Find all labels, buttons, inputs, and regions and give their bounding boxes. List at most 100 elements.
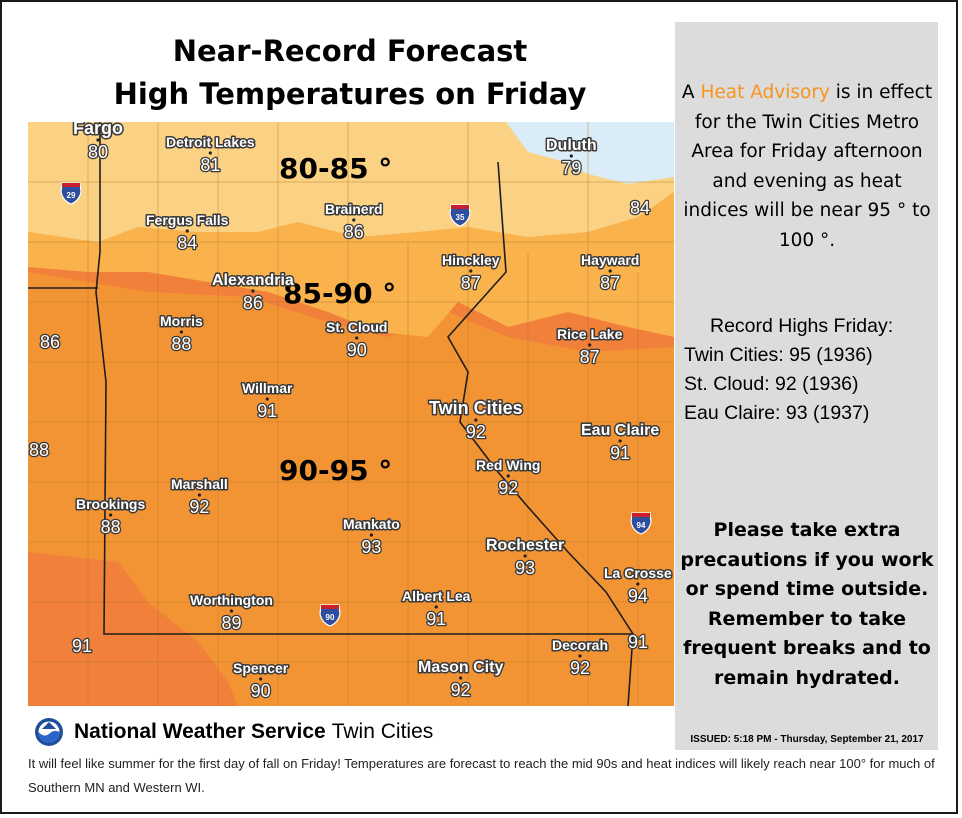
- city-temp: 89: [221, 613, 241, 633]
- city-marker: Mankato 93: [342, 515, 402, 559]
- city-name: Spencer: [233, 660, 289, 676]
- nws-office: Twin Cities: [331, 720, 434, 743]
- city-name: Rice Lake: [557, 326, 623, 342]
- city-temp: 81: [200, 155, 220, 175]
- zone-label-85-90: 85-90 °: [283, 277, 396, 310]
- precaution-line: Remember to take: [707, 607, 907, 630]
- city-temp: 92: [189, 497, 209, 517]
- precaution-line: Please take extra: [713, 519, 901, 541]
- city-temp: 91: [257, 401, 277, 421]
- city-dot: [208, 151, 212, 155]
- precaution-line: remain hydrated.: [713, 666, 901, 689]
- city-name: Twin Cities: [429, 398, 523, 418]
- page-title: Near-Record Forecast High Temperatures o…: [60, 30, 640, 116]
- advisory-body: is in effect for the Twin Cities Metro A…: [683, 82, 933, 251]
- city-dot: [96, 138, 100, 142]
- caption-text: It will feel like summer for the first d…: [28, 756, 935, 795]
- record-item: St. Cloud: 92 (1936): [684, 373, 859, 395]
- city-dot: [355, 336, 359, 340]
- city-dot: [179, 330, 183, 334]
- city-name: Red Wing: [476, 457, 540, 473]
- heat-advisory-highlight: Heat Advisory: [700, 82, 830, 103]
- state-borders: [28, 122, 634, 706]
- city-marker: St. Cloud 90: [325, 318, 389, 362]
- city-name: St. Cloud: [326, 319, 387, 335]
- lake-superior: [506, 122, 674, 184]
- zone-80-85: [28, 122, 674, 242]
- city-marker: Red Wing 92: [475, 456, 542, 500]
- city-temp: 87: [600, 273, 620, 293]
- edge-temp: 88: [29, 440, 49, 460]
- city-name: Rochester: [486, 537, 564, 554]
- city-name: Mason City: [418, 659, 503, 676]
- city-name: Decorah: [552, 637, 608, 653]
- city-marker: Fergus Falls 84: [145, 211, 231, 255]
- city-dot: [474, 418, 478, 422]
- city-temp: 94: [628, 586, 648, 606]
- city-temp: 80: [88, 142, 108, 162]
- city-marker: Brookings 88: [75, 495, 147, 539]
- city-dot: [185, 229, 189, 233]
- nws-name: National Weather Service: [74, 720, 326, 743]
- city-name: Fargo: [73, 122, 123, 138]
- city-marker: Twin Cities 92: [428, 397, 525, 444]
- svg-text:29: 29: [67, 191, 76, 200]
- city-temp: 92: [451, 680, 471, 700]
- city-marker: Rochester 93: [485, 536, 566, 580]
- city-dot: [251, 289, 255, 293]
- city-temp: 86: [344, 222, 364, 242]
- city-name: Brainerd: [325, 201, 383, 217]
- city-temp: 90: [347, 340, 367, 360]
- city-marker: Duluth 79: [545, 136, 599, 180]
- city-marker: Rice Lake 87: [556, 325, 625, 369]
- edge-temp: 84: [630, 198, 650, 218]
- record-highs-title: Record Highs Friday:: [710, 315, 894, 337]
- city-marker: Marshall 92: [170, 475, 230, 519]
- zone-90-95-pocket: [328, 342, 498, 462]
- precaution-line: frequent breaks and to: [683, 637, 931, 659]
- city-name: Detroit Lakes: [166, 134, 255, 150]
- noaa-logo-icon: [35, 718, 63, 746]
- record-item: Eau Claire: 93 (1937): [684, 402, 870, 424]
- city-marker: La Crosse 94: [603, 564, 674, 608]
- issued-timestamp: ISSUED: 5:18 PM - Thursday, September 21…: [690, 734, 924, 745]
- city-marker: Eau Claire 91: [580, 421, 661, 465]
- city-marker: Decorah 92: [551, 636, 610, 680]
- city-name: La Crosse: [604, 565, 672, 581]
- city-temp: 91: [610, 443, 630, 463]
- county-lines: [28, 122, 674, 706]
- city-dot: [369, 533, 373, 537]
- city-name: Duluth: [546, 137, 597, 154]
- city-name: Willmar: [242, 380, 293, 396]
- city-dot: [229, 609, 234, 613]
- precaution-line: or spend time outside.: [685, 578, 929, 600]
- city-temp: 92: [498, 478, 518, 498]
- city-dot: [588, 343, 592, 347]
- city-marker: Alexandria 86: [211, 271, 296, 315]
- interstate-shield-icon: 29: [60, 182, 82, 205]
- city-temp: 90: [251, 681, 271, 701]
- forecast-map: 29 35 94 90 80-85 ° 85-90 ° 90-95 ° Fargo 80…: [28, 122, 674, 706]
- zone-label-80-85: 80-85 °: [279, 152, 392, 185]
- record-item: Twin Cities: 95 (1936): [684, 344, 873, 366]
- city-dot: [459, 676, 463, 680]
- interstate-shield-icon: 94: [630, 512, 652, 535]
- city-dot: [608, 269, 612, 273]
- city-marker: Willmar 91: [241, 379, 295, 423]
- title-line-2: High Temperatures on Friday: [113, 77, 587, 111]
- city-marker: Brainerd 86: [324, 200, 385, 244]
- city-marker: Albert Lea 91: [401, 587, 473, 631]
- city-name: Alexandria: [212, 272, 294, 289]
- city-marker: Worthington 89: [189, 591, 275, 635]
- city-dot: [578, 654, 582, 658]
- city-dot: [109, 513, 113, 517]
- city-name: Worthington: [190, 592, 273, 608]
- precautions-text: Please take extra precautions if you wor…: [678, 516, 936, 693]
- svg-text:90: 90: [326, 613, 335, 622]
- edge-temp: 91: [72, 636, 92, 656]
- svg-text:35: 35: [456, 213, 465, 222]
- city-name: Fergus Falls: [146, 212, 229, 228]
- side-panel: [675, 22, 938, 750]
- edge-temp: 86: [40, 332, 60, 352]
- city-name: Hayward: [581, 252, 639, 268]
